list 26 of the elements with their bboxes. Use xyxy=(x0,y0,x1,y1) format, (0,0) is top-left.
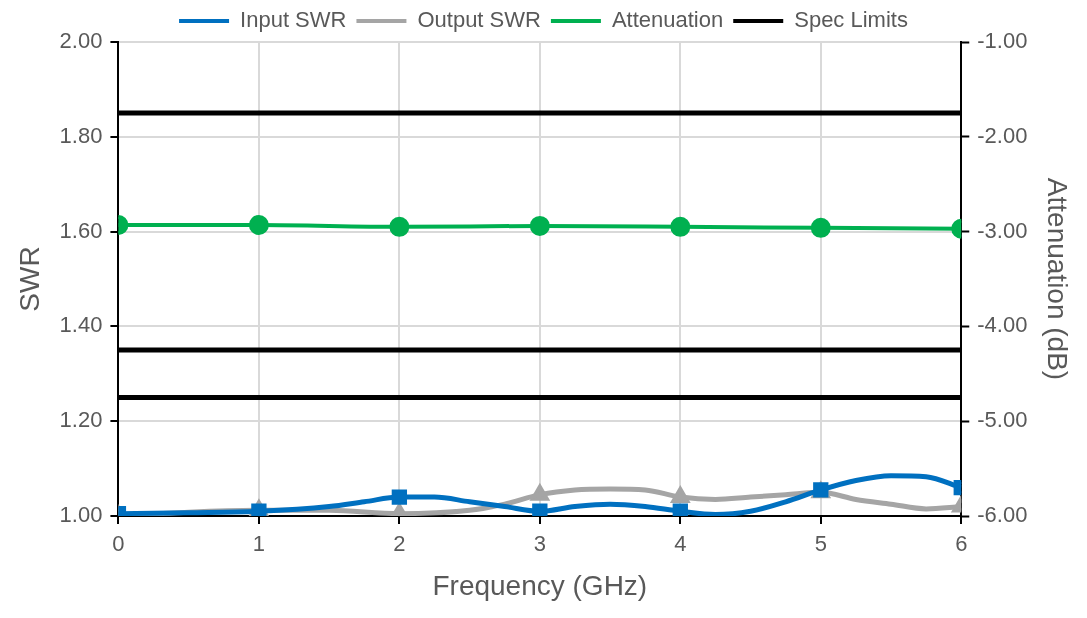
y2-tick-label: -3.00 xyxy=(977,217,1028,243)
y2-tick-label: -5.00 xyxy=(977,407,1028,433)
legend-label: Input SWR xyxy=(240,7,347,33)
x-tick-label: 4 xyxy=(674,531,687,557)
x-tick-label: 2 xyxy=(393,531,406,557)
y-tick-label: 2.00 xyxy=(59,28,103,54)
y2-tick-label: -6.00 xyxy=(977,502,1028,528)
legend-label: Attenuation xyxy=(611,7,724,33)
y-axis-title: SWR xyxy=(13,246,45,312)
legend-label: Spec Limits xyxy=(794,7,908,33)
y-tick-label: 1.60 xyxy=(59,217,103,243)
y-tick-label: 1.40 xyxy=(59,312,103,338)
x-tick-label: 0 xyxy=(112,531,125,557)
y2-tick-label: -1.00 xyxy=(977,28,1028,54)
y2-tick-label: -4.00 xyxy=(977,312,1028,338)
legend-label: Output SWR xyxy=(417,7,541,33)
y-tick-label: 1.00 xyxy=(59,502,103,528)
y-tick-label: 1.20 xyxy=(59,407,103,433)
x-axis-title: Frequency (GHz) xyxy=(432,569,648,601)
y2-tick-label: -2.00 xyxy=(977,122,1028,148)
x-tick-label: 1 xyxy=(252,531,266,557)
x-tick-label: 3 xyxy=(533,531,546,557)
x-tick-label: 5 xyxy=(814,531,827,557)
y-tick-label: 1.80 xyxy=(59,122,103,148)
x-tick-label: 6 xyxy=(955,531,968,557)
y2-axis-title: Attenuation (dB) xyxy=(1042,177,1074,381)
